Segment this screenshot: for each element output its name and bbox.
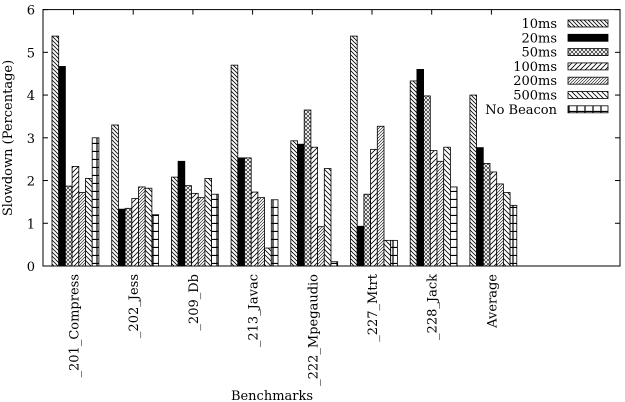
legend-label: 50ms (521, 46, 557, 61)
x-tick-label: _213_Javac (247, 274, 262, 347)
bar-50ms (124, 207, 133, 267)
legend-swatch (567, 48, 609, 56)
bar-500ms (85, 177, 93, 267)
legend-swatch (567, 76, 609, 85)
axes: 0 1 2 3 4 5 6 _201_Compress _202_Jess _209_Db _213… (27, 4, 621, 386)
bar-50ms (363, 193, 371, 267)
x-tick-label: Average (485, 274, 500, 329)
bar-no-beacon (151, 214, 159, 267)
legend-label: No Beacon (485, 103, 557, 118)
bar-100ms (489, 171, 498, 267)
bar-100ms (191, 192, 199, 267)
bar-500ms (204, 177, 212, 267)
bar-50ms (244, 157, 252, 267)
bar-no-beacon (211, 193, 219, 267)
bar-10ms (469, 94, 477, 267)
bar-10ms (170, 176, 179, 267)
bar-10ms (111, 124, 119, 267)
x-tick-label: _228_Jack (426, 274, 441, 340)
bar-10ms (51, 35, 60, 267)
bar-10ms (409, 80, 418, 267)
bar-10ms (350, 35, 358, 267)
bar-20ms (416, 69, 424, 267)
bar-no-beacon (449, 186, 458, 267)
x-tick-label: _227_Mtrt (366, 273, 381, 342)
bar-200ms (138, 186, 146, 267)
y-tick-label: 5 (27, 46, 35, 61)
legend-swatch (567, 105, 609, 114)
legend-swatch (567, 91, 609, 99)
legend-label: 10ms (521, 17, 557, 32)
bar-20ms (297, 143, 305, 267)
bar-200ms (78, 192, 86, 267)
legend-label: 500ms (513, 89, 557, 104)
bar-20ms (237, 157, 245, 267)
bar-20ms (476, 147, 484, 267)
bar-20ms (58, 66, 66, 267)
bar-100ms (250, 191, 259, 267)
y-axis-label: Slowdown (Percentage) (1, 60, 16, 216)
bar-50ms (423, 95, 431, 267)
bar-10ms (290, 140, 298, 267)
x-tick-label: _201_Compress (68, 274, 83, 378)
x-axis-label: Benchmarks (231, 389, 313, 402)
bar-20ms (177, 160, 186, 267)
y-tick-label: 3 (27, 132, 35, 147)
bar-20ms (118, 208, 126, 267)
legend-swatch (567, 19, 609, 28)
bar-no-beacon (270, 199, 279, 267)
bar-no-beacon (91, 137, 100, 267)
bar-50ms (184, 185, 192, 267)
legend-label: 20ms (521, 31, 557, 46)
bar-no-beacon (509, 204, 518, 267)
bar-100ms (310, 146, 318, 267)
bar-500ms (383, 239, 392, 267)
bar-100ms (429, 150, 438, 267)
bar-500ms (264, 247, 272, 267)
legend-swatch (567, 62, 609, 71)
x-tick-label: _209_Db (187, 274, 202, 331)
y-tick-label: 0 (27, 260, 35, 275)
bar-100ms (131, 198, 139, 267)
bar-20ms (356, 225, 365, 267)
y-tick-label: 2 (27, 175, 35, 190)
bars (51, 35, 518, 267)
bar-50ms (303, 109, 312, 267)
y-tick-label: 1 (27, 217, 35, 232)
x-tick-label: _202_Jess (127, 274, 142, 338)
bar-200ms (496, 183, 504, 267)
bar-100ms (71, 166, 80, 267)
bar-200ms (197, 197, 206, 267)
bar-100ms (370, 148, 378, 267)
y-tick-label: 4 (27, 89, 35, 104)
bar-no-beacon (330, 261, 339, 267)
legend-label: 100ms (513, 60, 557, 75)
legend-swatch (567, 33, 609, 42)
x-tick-label: _222_Mpegaudio (306, 274, 321, 386)
bar-200ms (436, 160, 445, 267)
bar-50ms (65, 185, 73, 267)
bar-500ms (443, 146, 451, 267)
bar-500ms (502, 192, 511, 267)
bar-200ms (257, 197, 265, 267)
y-tick-label: 6 (27, 4, 35, 19)
bar-no-beacon (390, 239, 398, 267)
bar-50ms (482, 163, 491, 267)
bar-10ms (230, 64, 239, 267)
bar-500ms (144, 187, 153, 267)
bar-500ms (323, 168, 332, 267)
bar-200ms (317, 226, 325, 267)
bar-200ms (376, 125, 385, 267)
legend-label: 200ms (513, 74, 557, 89)
